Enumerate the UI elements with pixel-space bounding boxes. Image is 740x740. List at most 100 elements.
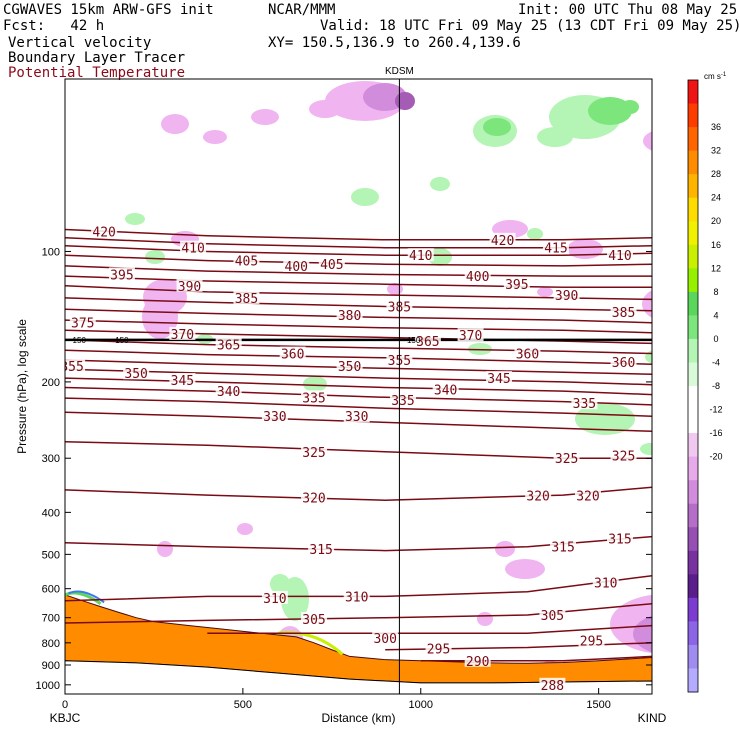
colorbar-label-32: 32 xyxy=(711,146,721,156)
colorbar-unit: cm s-1 xyxy=(704,72,727,81)
velocity-blob-55 xyxy=(660,521,680,537)
velocity-blob-13 xyxy=(643,131,652,151)
contour-label-bg xyxy=(108,267,135,281)
contour-label-290: 290 xyxy=(466,655,489,670)
isentrope-405 xyxy=(65,254,652,267)
contour-label-375: 375 xyxy=(71,317,94,332)
velocity-blob-8 xyxy=(588,97,632,125)
contour-label-bg xyxy=(233,290,260,304)
colorbar-label-12: 12 xyxy=(711,263,721,273)
colorbar-swatch-19 xyxy=(688,527,698,552)
contour-label-315: 315 xyxy=(309,543,332,558)
contour-label-420: 420 xyxy=(92,226,115,241)
velocity-blob-11 xyxy=(483,118,511,136)
contour-label-400: 400 xyxy=(285,260,308,275)
colorbar-swatch-12 xyxy=(688,362,698,387)
contour-label-bg xyxy=(539,607,566,621)
contour-label-bg xyxy=(65,359,86,373)
contour-label-335: 335 xyxy=(573,397,596,412)
contour-label-bg xyxy=(578,633,605,647)
contour-label-bg xyxy=(606,248,633,262)
contour-label-380: 380 xyxy=(338,309,361,324)
contour-label-325: 325 xyxy=(302,446,325,461)
colorbar-swatch-10 xyxy=(688,315,698,340)
colorbar-swatch-0 xyxy=(688,80,698,105)
y-tick-label-1000: 1000 xyxy=(36,680,60,692)
plot-area: 420 420 410 410 410 415 405 405 400 400 395 395 390 3… xyxy=(65,81,713,694)
isentrope-300 xyxy=(207,624,652,634)
velocity-blob-5 xyxy=(309,100,341,118)
isentrope-295 xyxy=(385,642,652,651)
contour-label-bg xyxy=(389,392,416,406)
velocity-blob-1 xyxy=(203,130,227,144)
contour-label-350: 350 xyxy=(124,367,147,382)
contour-label-295: 295 xyxy=(427,643,450,658)
contour-label-bg xyxy=(372,631,399,645)
contour-label-bg xyxy=(301,390,328,404)
contour-label-340: 340 xyxy=(434,383,457,398)
contour-label-bg xyxy=(457,328,484,342)
contour-label-bg xyxy=(301,612,328,626)
colorbar-label-8: 8 xyxy=(713,287,718,297)
field-label-theta: Potential Temperature xyxy=(8,65,186,81)
contour-label-365: 365 xyxy=(217,339,240,354)
contour-label-bg xyxy=(606,531,633,545)
pbl-label-150: 150 xyxy=(407,336,421,345)
y-axis-title: Pressure (hPa), log scale xyxy=(15,319,29,454)
contour-label-335: 335 xyxy=(302,391,325,406)
velocity-blob-56 xyxy=(697,564,713,584)
contour-label-410: 410 xyxy=(409,249,432,264)
contour-label-bg xyxy=(301,490,328,504)
contour-label-360: 360 xyxy=(612,356,635,371)
velocity-blob-39 xyxy=(633,615,652,653)
contour-label-310: 310 xyxy=(263,592,286,607)
y-tick-label-900: 900 xyxy=(42,660,60,672)
isentrope-325 xyxy=(65,441,652,459)
colorbar-label-36: 36 xyxy=(711,122,721,132)
contour-label-bg xyxy=(215,384,242,398)
contour-label-bg xyxy=(233,253,260,267)
contour-label-320: 320 xyxy=(302,492,325,507)
contour-label-bg xyxy=(414,334,441,348)
contour-label-385: 385 xyxy=(235,292,258,307)
velocity-blob-15 xyxy=(430,177,450,191)
colorbar-label-16: 16 xyxy=(711,240,721,250)
isentrope-350 xyxy=(65,368,652,386)
isentrope-310 xyxy=(65,574,652,602)
contour-label-bg xyxy=(539,677,566,691)
org-label: NCAR/MMM xyxy=(268,2,336,18)
x-tick-label-1000: 1000 xyxy=(409,699,433,711)
y-tick-label-200: 200 xyxy=(42,377,60,389)
contour-label-bg xyxy=(308,542,335,556)
contour-label-395: 395 xyxy=(110,268,133,283)
contour-label-305: 305 xyxy=(302,613,325,628)
x-right-station: KIND xyxy=(638,711,667,725)
contour-label-350: 350 xyxy=(338,360,361,375)
velocity-blob-53 xyxy=(237,523,253,535)
contour-label-bg xyxy=(610,355,637,369)
colorbar-swatch-14 xyxy=(688,409,698,434)
contour-label-405: 405 xyxy=(235,255,258,270)
contour-label-bg xyxy=(215,337,242,351)
contour-label-400: 400 xyxy=(466,270,489,285)
contour-label-bg xyxy=(407,248,434,262)
velocity-blob-21 xyxy=(663,310,687,328)
contour-label-365: 365 xyxy=(416,335,439,350)
contour-label-bg xyxy=(550,539,577,553)
pbl-label-150: 150 xyxy=(115,336,129,345)
contour-label-360: 360 xyxy=(281,348,304,363)
contour-label-bg xyxy=(571,396,598,410)
field-label-vertical-velocity: Vertical velocity xyxy=(8,35,152,51)
colorbar-swatch-11 xyxy=(688,338,698,363)
isentrope-355 xyxy=(65,359,652,375)
contour-label-bg xyxy=(169,373,196,387)
velocity-blob-31 xyxy=(468,343,492,355)
x-left-station: KBJC xyxy=(50,711,81,725)
colorbar-label--12: -12 xyxy=(709,405,722,415)
velocity-blob-9 xyxy=(621,100,639,114)
x-tick-label-1500: 1500 xyxy=(586,699,610,711)
colorbar-label--20: -20 xyxy=(709,452,722,462)
isentrope-415 xyxy=(65,237,652,249)
pbl-label-150: 150 xyxy=(73,336,87,345)
isentrope-340 xyxy=(65,386,652,406)
